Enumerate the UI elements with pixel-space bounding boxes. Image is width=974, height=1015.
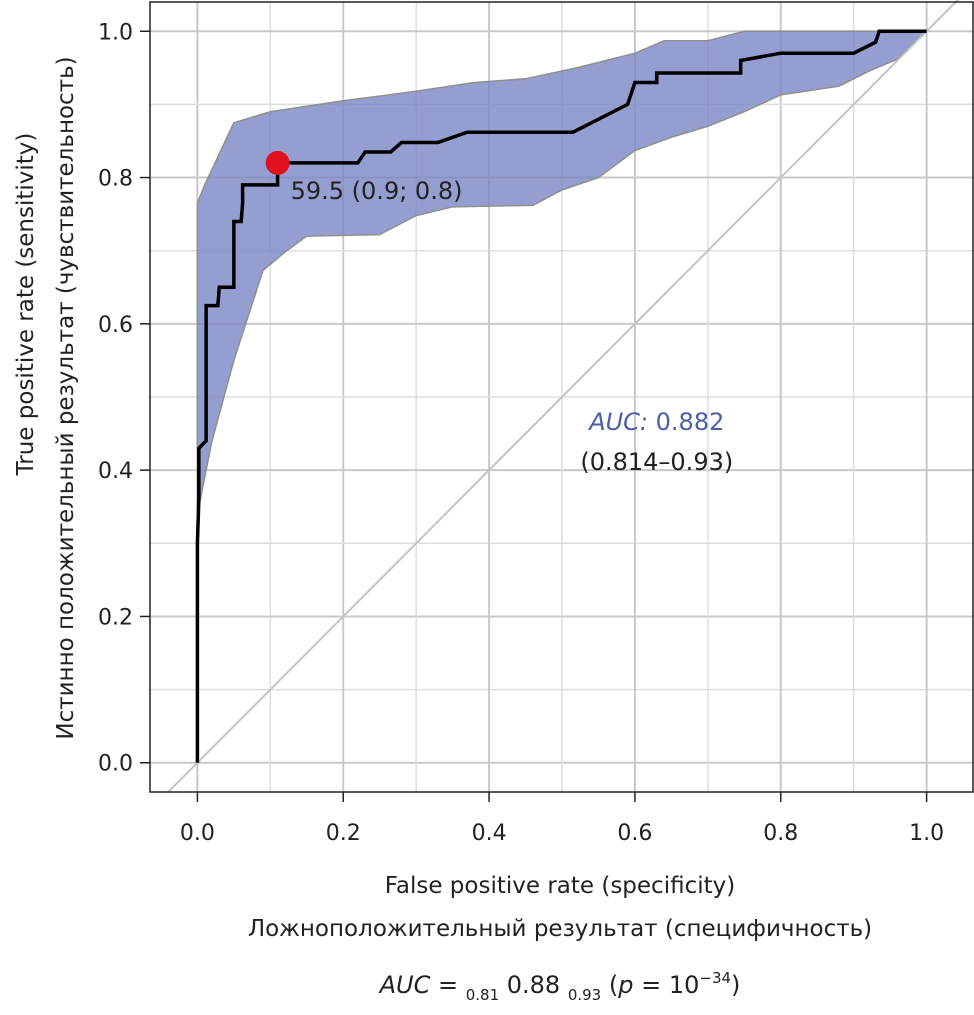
x-tick-label: 0.2 [326,821,361,846]
footer-estimate: 0.88 [499,971,568,999]
footer-equals: = [430,971,465,999]
x-tick-label: 0.0 [180,821,215,846]
x-tick-label: 0.8 [763,821,798,846]
x-axis-title-en: False positive rate (specificity) [385,873,735,899]
x-tick-label: 0.6 [617,821,652,846]
y-axis-title-ru: Истинно положительный результат (чувстви… [53,56,79,739]
x-axis-title-ru: Ложноположительный результат (специфично… [248,916,872,942]
reference-diagonal [167,0,960,793]
y-tick-label: 0.6 [98,313,133,338]
footer-p-open: ( [601,971,618,999]
footer-ci-lower: 0.81 [466,986,499,1004]
y-axis-ticks: 0.0 0.2 0.4 0.6 0.8 1.0 [98,20,150,777]
y-tick-label: 0.2 [98,605,133,630]
cutoff-point-marker [265,150,290,175]
footer-auc-prefix: AUC [378,971,431,999]
x-tick-label: 0.4 [472,821,507,846]
footer-p-exponent: −34 [699,969,731,987]
footer-ci-upper: 0.93 [568,986,601,1004]
y-tick-label: 0.0 [98,752,133,777]
y-tick-label: 0.4 [98,459,133,484]
roc-curve-series [195,29,927,763]
x-axis-ticks: 0.0 0.2 0.4 0.6 0.8 1.0 [180,792,944,846]
auc-annotation-value: 0.882 [656,408,725,436]
x-tick-label: 1.0 [909,821,944,846]
footer-p-equals: = 10 [633,971,699,999]
auc-annotation-ci: (0.814–0.93) [580,448,733,476]
auc-annotation: AUC: 0.882 [587,408,724,436]
cutoff-point-label: 59.5 (0.9; 0.8) [291,177,463,205]
y-axis-title-en: True positive rate (sensitivity) [13,133,39,477]
plot-frame [149,1,974,793]
y-tick-label: 1.0 [98,20,133,45]
footer-auc-summary: AUC = 0.81 0.88 0.93 (p = 10−34) [378,969,741,1004]
footer-p-close: ) [731,971,740,999]
auc-annotation-prefix: AUC: [587,408,648,436]
y-tick-label: 0.8 [98,167,133,192]
footer-p-variable: p [617,971,633,999]
